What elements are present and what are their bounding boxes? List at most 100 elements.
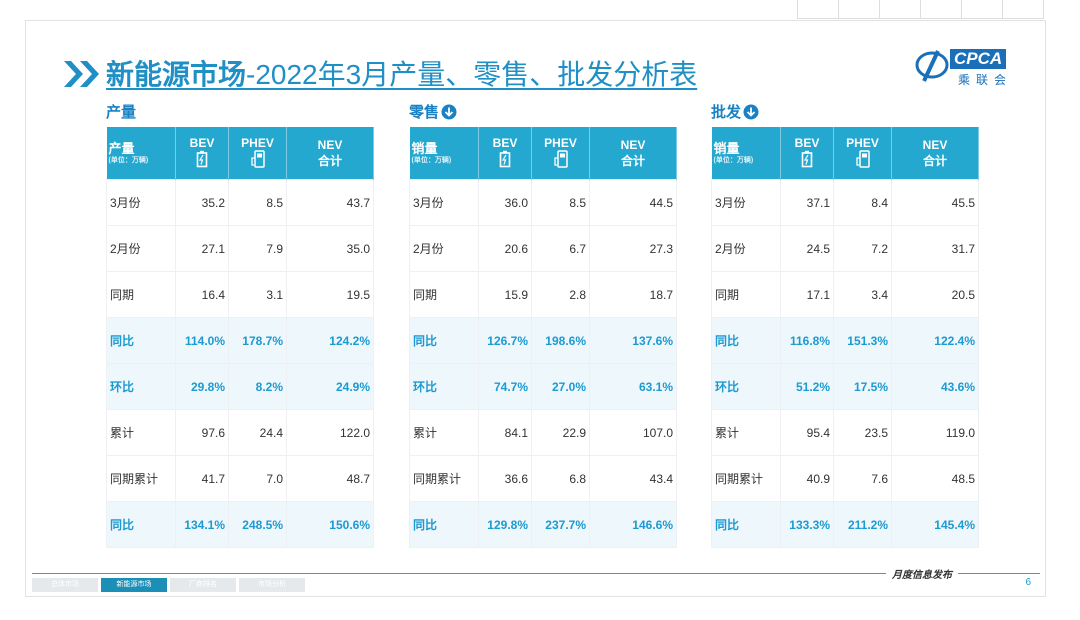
table-row: 同期累计 36.6 6.8 43.4 — [409, 455, 677, 502]
table-row: 同期累计 41.7 7.0 48.7 — [106, 455, 374, 502]
header-cell: PHEV — [531, 127, 590, 180]
cell-value: 3.4 — [833, 271, 892, 318]
table-row: 2月份 20.6 6.7 27.3 — [409, 225, 677, 272]
row-label: 同比 — [409, 501, 479, 548]
table-row: 累计 84.1 22.9 107.0 — [409, 409, 677, 456]
header-row: 产量 (单位：万辆) BEV PHEV NEV 合计 — [106, 127, 374, 180]
table-row: 同比 126.7% 198.6% 137.6% — [409, 317, 677, 364]
cell-value: 24.9% — [286, 363, 374, 410]
cell-value: 20.5 — [891, 271, 979, 318]
header-cell: PHEV — [833, 127, 892, 180]
footer-tab[interactable]: 新能源市场 — [101, 578, 167, 592]
column-header: PHEV — [241, 135, 274, 150]
tool-button[interactable] — [961, 0, 1003, 19]
row-label: 累计 — [711, 409, 781, 456]
row-label: 同比 — [711, 317, 781, 364]
table-row: 2月份 24.5 7.2 31.7 — [711, 225, 979, 272]
cell-value: 178.7% — [228, 317, 287, 364]
column-header: NEV — [620, 137, 646, 152]
column-header: BEV — [189, 135, 215, 150]
header-cell: NEV 合计 — [589, 127, 677, 180]
title-rest: -2022年3月产量、零售、批发分析表 — [246, 59, 698, 90]
cell-value: 7.6 — [833, 455, 892, 502]
table-row: 同比 129.8% 237.7% 146.6% — [409, 501, 677, 548]
section-text: 零售 — [409, 104, 440, 121]
cell-value: 107.0 — [589, 409, 677, 456]
page-number: 6 — [1025, 577, 1031, 588]
table-row: 同比 114.0% 178.7% 124.2% — [106, 317, 374, 364]
row-label: 累计 — [106, 409, 176, 456]
column-header: NEV — [317, 137, 343, 152]
cell-value: 7.0 — [228, 455, 287, 502]
cell-value: 6.8 — [531, 455, 590, 502]
column-header: NEV — [922, 137, 948, 152]
row-label: 环比 — [409, 363, 479, 410]
battery-icon — [801, 150, 813, 167]
header-row: 销量 (单位：万辆) BEV PHEV NEV 合计 — [711, 127, 979, 180]
cell-value: 6.7 — [531, 225, 590, 272]
cell-value: 41.7 — [175, 455, 229, 502]
tool-button[interactable] — [797, 0, 839, 19]
cell-value: 119.0 — [891, 409, 979, 456]
battery-icon — [196, 150, 208, 167]
header-cell: 产量 (单位：万辆) — [106, 127, 176, 180]
footer-tab[interactable]: 市场分析 — [239, 578, 305, 592]
charger-icon — [855, 149, 870, 168]
data-table: 销量 (单位：万辆) BEV PHEV NEV 合计 3月份 36.0 8.5 44.5 2月份 20… — [409, 127, 677, 548]
cell-value: 114.0% — [175, 317, 229, 364]
cell-value: 23.5 — [833, 409, 892, 456]
cell-value: 35.0 — [286, 225, 374, 272]
section-text: 批发 — [711, 104, 742, 121]
cell-value: 18.7 — [589, 271, 677, 318]
cell-value: 134.1% — [175, 501, 229, 548]
header-text: 销量 — [411, 140, 438, 156]
footer-tab[interactable]: 总体市场 — [32, 578, 98, 592]
cell-value: 43.6% — [891, 363, 979, 410]
cell-value: 122.4% — [891, 317, 979, 364]
unit-text: (单位：万辆) — [108, 156, 149, 164]
header-text: 销量 — [713, 140, 740, 156]
logo-mark — [915, 50, 949, 82]
row-label: 2月份 — [409, 225, 479, 272]
tool-button[interactable] — [879, 0, 921, 19]
header-cell: NEV 合计 — [891, 127, 979, 180]
cell-value: 27.0% — [531, 363, 590, 410]
logo-sub: 乘联会 — [958, 73, 1013, 87]
footer-tab[interactable]: 厂商排名 — [170, 578, 236, 592]
title-main: 新能源市场 — [106, 59, 247, 90]
cell-value: 122.0 — [286, 409, 374, 456]
row-label: 同比 — [409, 317, 479, 364]
column-header: PHEV — [846, 135, 879, 150]
header-row: 销量 (单位：万辆) BEV PHEV NEV 合计 — [409, 127, 677, 180]
row-label: 同比 — [711, 501, 781, 548]
section-label: 零售 — [409, 101, 457, 122]
unit-text: (单位：万辆) — [411, 156, 452, 164]
row-label: 2月份 — [106, 225, 176, 272]
tool-button[interactable] — [838, 0, 880, 19]
column-subheader: 合计 — [620, 153, 645, 168]
row-label: 同期 — [711, 271, 781, 318]
table-row: 同期 15.9 2.8 18.7 — [409, 271, 677, 318]
unit-text: (单位：万辆) — [713, 156, 754, 164]
header-cell: PHEV — [228, 127, 287, 180]
tool-button[interactable] — [920, 0, 962, 19]
cell-value: 40.9 — [780, 455, 834, 502]
cell-value: 150.6% — [286, 501, 374, 548]
down-icon — [743, 104, 759, 119]
column-header: BEV — [492, 135, 518, 150]
cell-value: 151.3% — [833, 317, 892, 364]
cell-value: 43.4 — [589, 455, 677, 502]
table-row: 环比 29.8% 8.2% 24.9% — [106, 363, 374, 410]
charger-icon — [553, 149, 568, 168]
cell-value: 15.9 — [478, 271, 532, 318]
cell-value: 211.2% — [833, 501, 892, 548]
cell-value: 129.8% — [478, 501, 532, 548]
cell-value: 16.4 — [175, 271, 229, 318]
cell-value: 97.6 — [175, 409, 229, 456]
cell-value: 146.6% — [589, 501, 677, 548]
header-text: 产量 — [108, 140, 135, 156]
battery-icon — [499, 150, 511, 167]
tool-button[interactable] — [1002, 0, 1044, 19]
cell-value: 27.3 — [589, 225, 677, 272]
